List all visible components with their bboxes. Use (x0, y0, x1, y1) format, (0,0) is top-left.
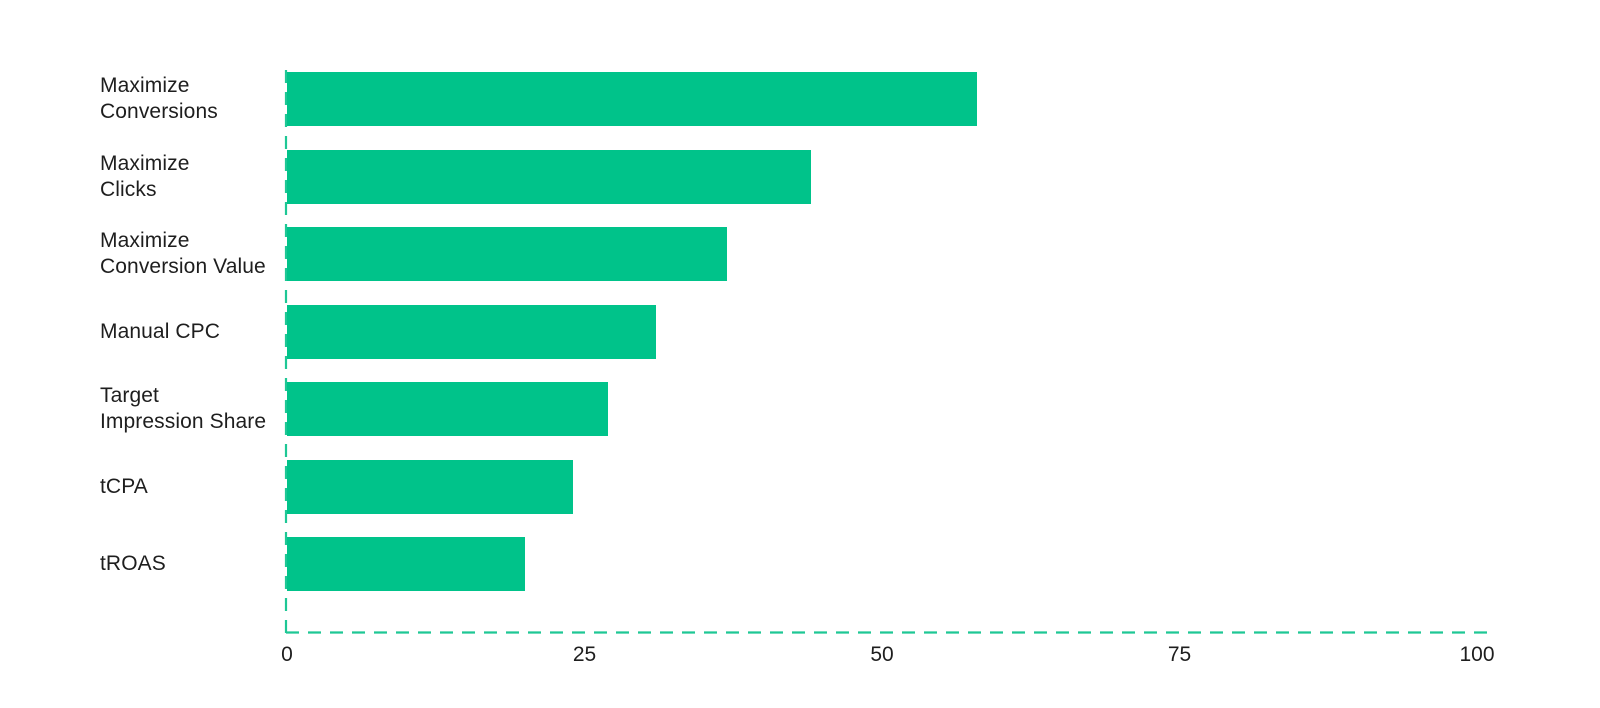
category-label: tCPA (100, 460, 285, 514)
category-label-line: Conversions (100, 100, 218, 123)
bar (287, 304, 656, 359)
category-label-line: Conversion Value (100, 255, 266, 278)
category-label: Maximize Conversion Value (100, 227, 285, 281)
x-tick-label: 100 (1459, 643, 1495, 666)
category-label-line: tROAS (100, 552, 166, 575)
category-label: Maximize Clicks (100, 150, 285, 204)
x-tick-label: 75 (1167, 643, 1192, 666)
category-label-line: Maximize (100, 74, 190, 97)
category-label-line: Manual CPC (100, 319, 221, 343)
category-label-line: Target (100, 384, 159, 407)
category-label: Target Impression Share (100, 382, 285, 436)
category-label-line: Maximize (100, 229, 190, 252)
category-label: Manual CPC (100, 305, 285, 359)
x-tick-label: 50 (870, 643, 894, 666)
bar (287, 149, 811, 204)
x-tick-label: 25 (572, 643, 597, 666)
category-label: Maximize Conversions (100, 72, 285, 126)
x-tick-label: 0 (281, 643, 293, 666)
bar (287, 537, 525, 591)
bar (287, 72, 978, 126)
category-label-line: tCPA (100, 474, 148, 498)
category-label-line: Clicks (100, 177, 157, 201)
category-label: tROAS (100, 537, 285, 591)
bar (287, 227, 728, 281)
bar (287, 382, 609, 436)
category-label-line: Impression Share (100, 410, 267, 433)
bar (287, 459, 573, 514)
category-label-line: Maximize (100, 151, 190, 175)
